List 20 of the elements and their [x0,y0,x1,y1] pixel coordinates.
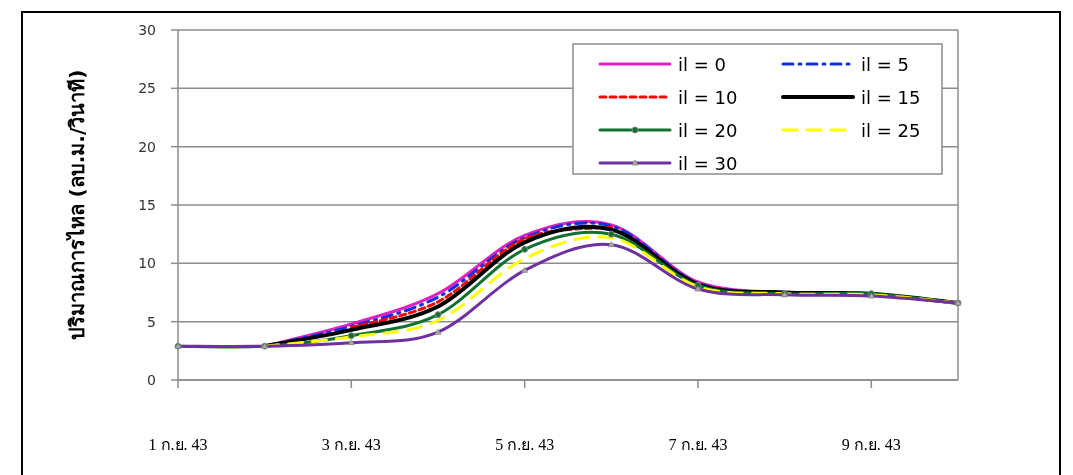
y-tick-label: 25 [138,80,156,97]
legend-label: il = 25 [861,120,921,141]
y-tick-label: 5 [147,313,156,330]
y-tick-label: 10 [138,255,156,272]
y-tick-label: 20 [138,138,156,155]
y-tick-label: 15 [138,197,156,213]
legend-label: il = 5 [861,54,909,75]
y-axis-title: ปริมาณการไหล (ลบ.ม./วินาที) [65,69,89,341]
legend-label: il = 30 [678,153,738,174]
x-tick-label: 5 ก.ย. 43 [495,436,555,453]
x-tick-label: 9 ก.ย. 43 [841,436,901,453]
legend-label: il = 0 [678,54,726,75]
x-tick-label: 7 ก.ย. 43 [668,436,728,453]
x-tick-label: 3 ก.ย. 43 [321,436,381,453]
x-tick-label: 1 ก.ย. 43 [148,436,208,453]
legend-label: il = 10 [678,87,738,108]
y-tick-label: 0 [147,372,156,388]
legend-label: il = 20 [678,120,738,141]
legend-label: il = 15 [861,87,921,108]
y-tick-label: 30 [138,22,156,38]
